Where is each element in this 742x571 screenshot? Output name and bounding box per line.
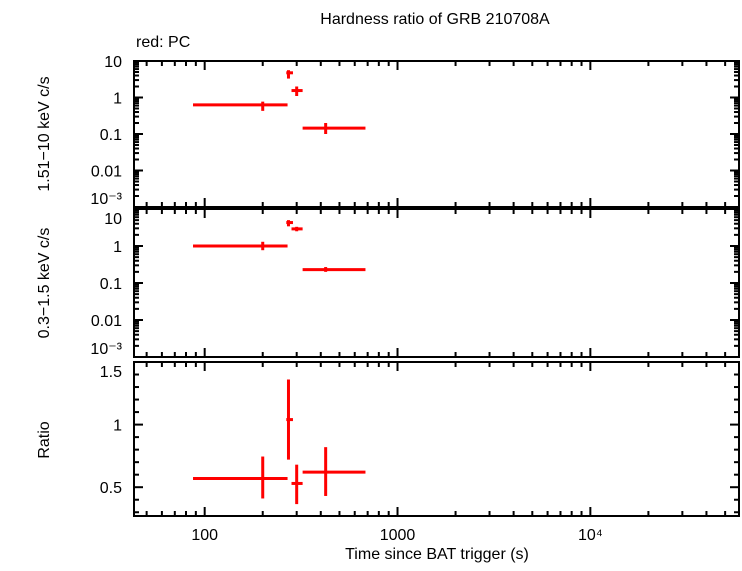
y-tick-label: 10⁻³ (90, 191, 122, 208)
y-tick-label: 0.1 (100, 276, 122, 293)
y-tick-label: 1 (113, 239, 122, 256)
xlabel: Time since BAT trigger (s) (345, 546, 529, 563)
ylabel-hard: 1.51−10 keV c/s (36, 76, 53, 191)
chart-title: Hardness ratio of GRB 210708A (320, 11, 550, 28)
panel-frame (133, 361, 740, 517)
y-tick-label: 1.5 (100, 364, 122, 381)
ylabel-ratio: Ratio (36, 421, 53, 458)
ylabel-soft: 0.3−1.5 keV c/s (36, 228, 53, 339)
legend-note: red: PC (136, 34, 190, 51)
panel-frame (133, 208, 740, 358)
x-tick-label: 100 (191, 527, 218, 544)
y-tick-label: 0.5 (100, 480, 122, 497)
y-tick-label: 10 (104, 211, 122, 228)
y-tick-label: 10 (104, 54, 122, 71)
y-tick-label: 10⁻³ (90, 341, 122, 358)
y-tick-label: 1 (113, 418, 122, 435)
y-tick-label: 0.1 (100, 127, 122, 144)
y-tick-label: 0.01 (91, 313, 122, 330)
panel-frame (133, 60, 740, 208)
y-tick-label: 0.01 (91, 164, 122, 181)
x-tick-label: 10⁴ (578, 527, 603, 544)
y-tick-label: 1 (113, 91, 122, 108)
x-tick-label: 1000 (380, 527, 416, 544)
